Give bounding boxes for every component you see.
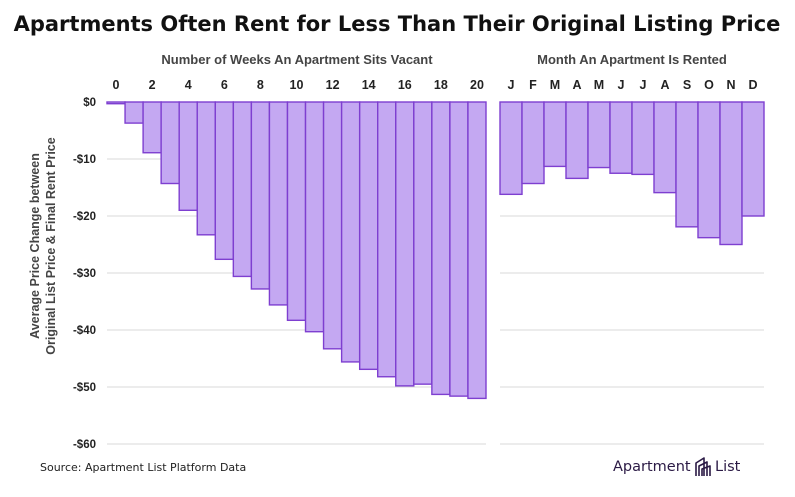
source-note: Source: Apartment List Platform Data <box>40 461 246 474</box>
x-tick-label: 8 <box>257 78 264 92</box>
bar <box>587 101 611 169</box>
x-tick-label: O <box>704 78 714 92</box>
y-axis-label-line2: Original List Price & Final Rent Price <box>44 137 58 354</box>
x-tick-label: 20 <box>470 78 484 92</box>
bar <box>160 101 180 185</box>
bar <box>499 101 523 196</box>
panel-months-bars <box>499 101 765 246</box>
bar <box>653 101 677 194</box>
x-tick-label: 2 <box>149 78 156 92</box>
y-tick-label: -$20 <box>73 211 96 223</box>
bar <box>675 101 699 228</box>
x-tick-label: A <box>572 78 581 92</box>
bar <box>142 101 162 154</box>
x-tick-label: 16 <box>398 78 412 92</box>
brand-name-right: List <box>715 459 741 475</box>
bar <box>304 101 325 333</box>
x-tick-label: 0 <box>113 78 120 92</box>
bar <box>232 101 253 278</box>
bar <box>413 101 433 385</box>
x-tick-label: M <box>594 78 604 92</box>
x-tick-label: 10 <box>290 78 304 92</box>
bar <box>697 101 721 239</box>
x-tick-label: 18 <box>434 78 448 92</box>
bar <box>431 101 451 396</box>
x-tick-label: 6 <box>221 78 228 92</box>
bar <box>106 101 126 105</box>
y-tick-label: -$60 <box>73 439 96 451</box>
bar <box>250 101 271 290</box>
bar <box>741 101 765 217</box>
bar <box>286 101 307 322</box>
x-tick-label: 14 <box>362 78 376 92</box>
apartment-list-logo-icon <box>695 457 711 476</box>
bar <box>377 101 397 378</box>
y-tick-label: -$10 <box>73 154 96 166</box>
bar <box>124 101 144 124</box>
y-tick-label: $0 <box>83 97 96 109</box>
y-tick-label: -$30 <box>73 268 96 280</box>
panel-weeks-bars <box>106 101 487 400</box>
bar <box>467 101 487 400</box>
x-tick-label: F <box>529 78 537 92</box>
x-tick-label: M <box>550 78 560 92</box>
panel-weeks-title: Number of Weeks An Apartment Sits Vacant <box>161 52 433 67</box>
bar <box>631 101 655 176</box>
bar <box>395 101 415 387</box>
panel-weeks: Number of Weeks An Apartment Sits Vacant… <box>106 52 487 445</box>
y-axis-label: Average Price Change between Original Li… <box>28 137 58 354</box>
bar <box>322 101 343 350</box>
x-tick-label: J <box>508 78 515 92</box>
bar <box>178 101 198 212</box>
y-axis-label-line1: Average Price Change between <box>28 153 42 339</box>
bar <box>521 101 545 185</box>
y-tick-label: -$50 <box>73 382 96 394</box>
bar <box>609 101 633 174</box>
x-tick-label: J <box>618 78 625 92</box>
bar <box>449 101 469 397</box>
y-axis-ticks: $0 -$10 -$20 -$30 -$40 -$50 -$60 <box>73 97 96 451</box>
x-tick-label: S <box>683 78 691 92</box>
panel-months-title: Month An Apartment Is Rented <box>537 52 727 67</box>
bar <box>268 101 289 306</box>
bar <box>719 101 743 246</box>
x-tick-label: A <box>660 78 669 92</box>
bar <box>358 101 379 371</box>
bar <box>565 101 589 180</box>
brand-name-left: Apartment <box>613 459 691 475</box>
x-tick-label: D <box>748 78 757 92</box>
x-tick-label: N <box>726 78 735 92</box>
bar <box>214 101 235 261</box>
x-tick-label: 4 <box>185 78 192 92</box>
x-tick-label: 12 <box>326 78 340 92</box>
bar <box>196 101 216 236</box>
chart-title: Apartments Often Rent for Less Than Thei… <box>14 12 781 36</box>
bar <box>543 101 567 168</box>
bar <box>340 101 361 363</box>
x-tick-label: J <box>640 78 647 92</box>
brand-logo: Apartment List <box>613 457 741 476</box>
panel-weeks-x-ticks: 0 2 4 6 8 10 12 14 16 18 20 <box>113 78 484 92</box>
y-tick-label: -$40 <box>73 325 96 337</box>
